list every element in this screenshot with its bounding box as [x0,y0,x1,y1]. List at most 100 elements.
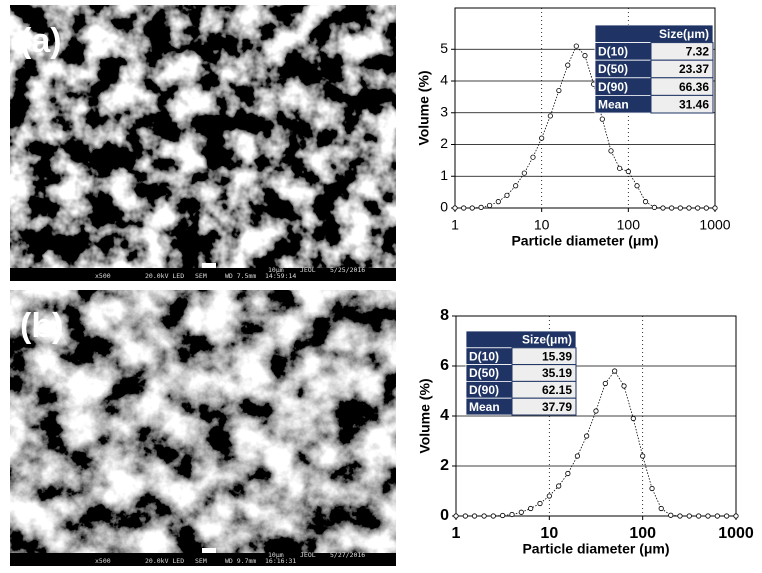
sem-info: x500 [95,557,111,565]
data-point [593,408,599,414]
data-point [660,205,666,211]
data-point [642,199,649,205]
data-point [608,148,614,154]
table-row-label: Mean [598,97,629,111]
table-value-cell [650,94,714,114]
data-point [565,470,571,477]
data-point [677,205,683,211]
y-tick-label: 2 [440,135,448,151]
y-tick-label: 5 [440,40,448,56]
data-point [547,113,553,119]
table-value: 37.79 [542,400,572,414]
data-point [471,513,478,519]
data-point [634,183,640,189]
data-point [481,513,487,519]
x-tick-label: 1 [452,525,461,542]
table-row-label: D(50) [598,62,628,76]
data-point [565,62,571,68]
y-tick-label: 4 [440,72,448,88]
sem-info: WD 7.5mm [225,272,256,280]
sem-info: 20.0kV LED [145,272,184,280]
data-point [504,192,510,198]
sem-info: 16:16:31 [265,557,296,565]
sem-info: 10μm [268,266,284,274]
x-tick-label: 1000 [699,217,730,233]
data-point [573,43,579,49]
data-point [640,453,646,459]
sem-info: x500 [95,272,111,280]
table-row-label: D(50) [469,366,499,380]
x-tick-label: 1000 [718,525,754,542]
data-point [462,513,468,519]
sem-info: 5/27/2016 [330,551,365,559]
data-point [696,513,702,519]
table-value: 23.37 [679,62,709,76]
data-point [686,205,692,211]
scale-bar [202,548,216,553]
data-point [703,205,709,211]
data-point [602,380,608,387]
sem-info: 20.0kV LED [145,557,184,565]
y-tick-label: 3 [440,103,448,119]
data-point [461,205,467,211]
y-axis-label: Volume (%) [417,378,433,453]
data-point [695,205,701,211]
data-point [521,170,527,176]
data-point [556,87,562,94]
data-point [539,135,545,141]
data-point [617,165,623,171]
data-point [651,204,658,210]
sem-info: 5/25/2016 [330,266,365,274]
y-tick-label: 2 [440,457,449,474]
sem-info: JEOL [300,551,316,559]
data-point [630,415,636,422]
data-point [712,205,718,211]
table-header: Size(μm) [522,333,572,347]
data-point [677,513,683,519]
data-point [530,154,536,160]
data-point [453,513,459,519]
x-tick-label: 100 [617,217,641,233]
panel-label: (b) [20,307,63,345]
x-axis-label: Particle diameter (μm) [511,233,658,249]
data-point [649,485,655,492]
data-point [518,509,524,515]
x-tick-label: 1 [451,217,459,233]
data-point [487,202,493,209]
sem-texture [10,290,396,553]
sem-texture [10,5,396,268]
sem-info: 14:59:14 [265,272,296,280]
panel-label: (a) [20,22,62,60]
y-tick-label: 1 [440,167,448,183]
data-point [513,183,519,189]
data-point [705,513,711,519]
data-point [452,205,458,211]
table-value: 31.46 [679,97,709,111]
y-tick-label: 4 [440,407,449,424]
data-point [668,512,674,518]
table-value: 7.32 [686,45,710,59]
scale-bar [202,263,216,268]
x-tick-label: 10 [534,217,550,233]
table-row-label: D(10) [469,349,499,363]
y-tick-label: 0 [440,507,449,524]
data-point [495,199,501,205]
data-point [599,116,605,122]
data-point [500,512,506,519]
y-tick-label: 6 [440,357,449,374]
table-header: Size(μm) [659,27,709,41]
y-tick-label: 0 [440,199,448,215]
data-point [658,505,664,512]
sem-info: SEM [195,557,207,565]
data-point [612,368,618,374]
data-point [556,483,562,489]
data-point [582,53,588,59]
sem-info: SEM [195,272,207,280]
table-value: 15.39 [542,349,572,363]
data-point [509,511,515,518]
data-point [733,513,739,519]
y-tick-label: 8 [440,307,449,324]
table-value: 62.15 [542,383,572,397]
data-point [490,513,496,519]
